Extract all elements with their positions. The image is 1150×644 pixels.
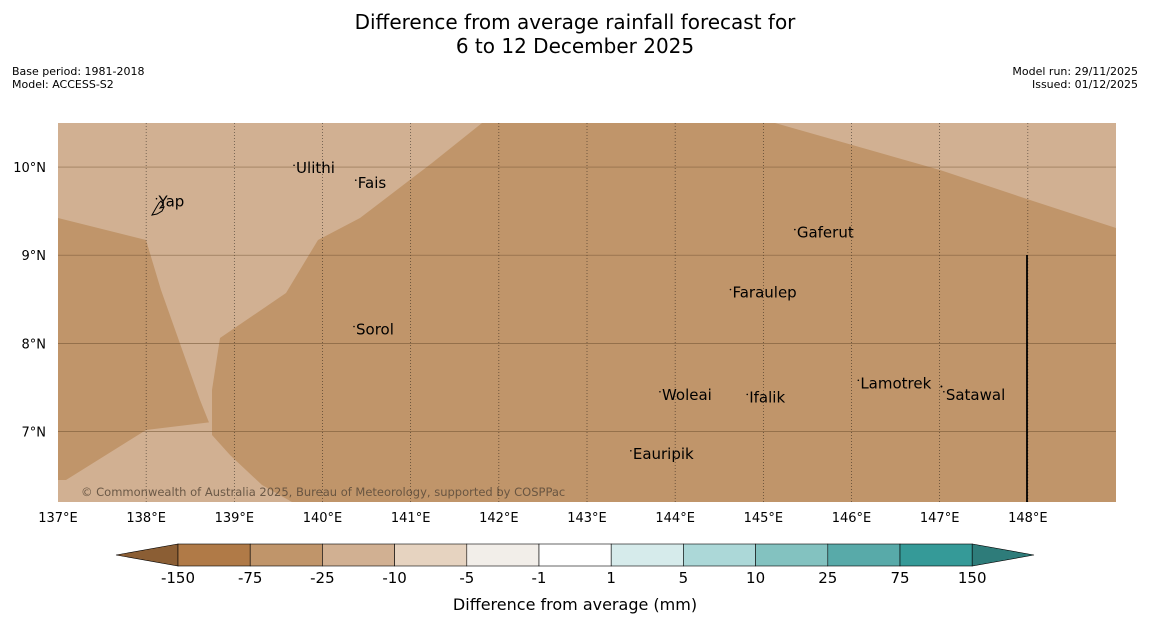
legend-tick-label: -1 [532,569,547,587]
place-label: Eauripik [633,445,694,463]
island-marker [155,197,158,200]
lon-tick-label: 141°E [391,511,431,526]
legend-tick-label: -10 [382,569,407,587]
legend-swatch [899,543,973,567]
legend-tick-label: 75 [890,569,909,587]
lon-tick-label: 139°E [215,511,255,526]
zone-light-northeast [775,123,1116,228]
island-marker [659,390,661,393]
rainfall-map: 137°E 138°E 139°E 140°E 141°E 142°E 143°E 144°E… [13,123,1116,614]
place-label: Satawal [946,386,1005,404]
island-marker [746,393,749,396]
lon-tick-label: 138°E [126,511,166,526]
place-label: Woleai [662,386,712,404]
legend-swatch [322,543,395,567]
lon-tick-label: 144°E [655,511,695,526]
lon-tick-label: 147°E [920,511,960,526]
meta-right: Model run: 29/11/2025 Issued: 01/12/2025 [1012,65,1138,91]
place-label: Sorol [356,321,394,339]
place-label: Ifalik [749,388,785,406]
island-marker [794,228,796,231]
legend-swatch [249,543,323,567]
island-marker [857,379,860,382]
island-marker [943,390,945,393]
colorbar-legend: -150 -75 -25 -10 -5 -1 1 5 10 25 75 150 [115,543,1035,587]
island-marker [630,450,632,452]
legend-tick-label: -25 [310,569,335,587]
legend-swatch [755,543,829,567]
lon-tick-label: 148°E [1008,511,1048,526]
legend-tick-label: -75 [238,569,263,587]
model-name-text: Model: ACCESS-S2 [12,78,114,91]
legend-tick-label: -5 [459,569,474,587]
lat-tick-label: 10°N [13,161,46,176]
lon-tick-label: 146°E [832,511,872,526]
legend-arrow-high [971,543,1035,567]
legend-tick-label: -150 [161,569,195,587]
map-places: Yap Ulithi Fais Gaferut Faraulep Sorol Woleai I… [155,159,1005,463]
island-marker [940,385,943,388]
legend-swatch [177,543,251,567]
legend-tick-label: 1 [606,569,616,587]
place-label: Ulithi [296,159,335,177]
yap-island-shape [151,200,165,216]
lat-tick-label: 9°N [22,249,47,264]
legend-tick-label: 25 [818,569,837,587]
place-label: Lamotrek [860,374,931,392]
model-run-text: Model run: 29/11/2025 [1012,65,1138,78]
place-label: Gaferut [797,224,854,242]
zone-light-southwest [58,422,292,502]
lon-tick-label: 140°E [303,511,343,526]
legend-swatch [394,543,468,567]
yap-island-outline [151,200,165,216]
lon-tick-label: 137°E [38,511,78,526]
place-label: Faraulep [732,284,796,302]
legend-swatch [610,543,684,567]
place-label: Fais [358,174,387,192]
map-title-line-2: 6 to 12 December 2025 [455,34,695,58]
zone-light-northwest [58,123,482,430]
meta-left: Base period: 1981-2018 Model: ACCESS-S2 [12,65,144,91]
map-grid: 137°E 138°E 139°E 140°E 141°E 142°E 143°E 144°E… [13,123,1116,526]
legend-tick-label: 150 [958,569,987,587]
lon-tick-label: 145°E [744,511,784,526]
lat-tick-label: 8°N [22,337,47,352]
legend-swatch [827,543,901,567]
legend-tick-label: 5 [679,569,689,587]
island-marker [729,288,732,291]
base-period-text: Base period: 1981-2018 [12,65,145,78]
legend-tick-label: 10 [746,569,765,587]
legend-swatch [683,543,756,567]
copyright-text: © Commonwealth of Australia 2025, Bureau… [81,485,565,499]
map-title-line-1: Difference from average rainfall forecas… [354,10,796,34]
legend-arrow-low [115,543,179,567]
island-marker [353,325,355,328]
lon-tick-label: 143°E [567,511,607,526]
legend-swatch [466,543,540,567]
lat-tick-label: 7°N [22,425,47,440]
issued-date-text: Issued: 01/12/2025 [1031,78,1138,91]
legend-title: Difference from average (mm) [453,595,697,614]
island-marker [354,179,357,182]
place-label: Yap [158,193,185,211]
lon-tick-label: 142°E [479,511,519,526]
island-marker [293,164,295,167]
legend-swatch [538,543,612,567]
